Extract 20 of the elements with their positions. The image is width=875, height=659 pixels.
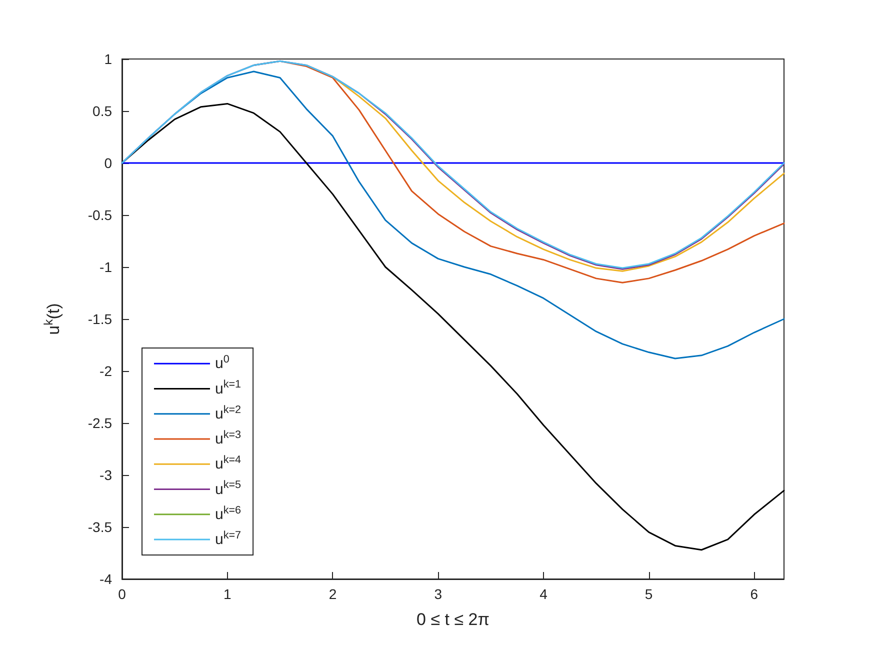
y-tick-label: -2.5 xyxy=(88,415,112,431)
y-axis-title: uk(t) xyxy=(42,303,63,335)
x-tick-label: 3 xyxy=(434,586,442,602)
y-tick-label: 1 xyxy=(104,51,112,67)
y-tick-label: 0 xyxy=(104,155,112,171)
y-tick-label: -0.5 xyxy=(88,207,112,223)
y-tick-label: -3.5 xyxy=(88,519,112,535)
y-tick-label: 0.5 xyxy=(92,103,112,119)
x-tick-label: 6 xyxy=(750,586,758,602)
y-tick-label: -1.5 xyxy=(88,311,112,327)
y-tick-label: -4 xyxy=(100,571,112,587)
x-axis-title: 0 ≤ t ≤ 2π xyxy=(416,610,490,629)
x-tick-label: 2 xyxy=(328,586,337,602)
x-tick-label: 0 xyxy=(118,586,126,602)
y-tick-label: -3 xyxy=(100,467,112,483)
x-tick-label: 1 xyxy=(223,586,232,602)
x-tick-label: 4 xyxy=(540,586,548,602)
x-tick-label: 5 xyxy=(644,586,653,602)
y-tick-label: -1 xyxy=(100,259,112,275)
y-tick-label: -2 xyxy=(100,363,112,379)
